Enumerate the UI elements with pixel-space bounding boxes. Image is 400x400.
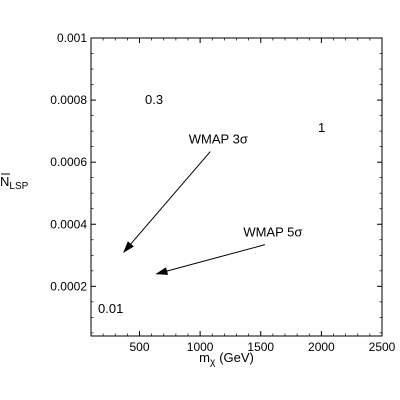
annotations: WMAP 3σ WMAP 5σ — [123, 132, 302, 275]
plot-frame — [90, 37, 383, 337]
x-tick-label: 2000 — [308, 340, 335, 354]
contour-label-0-01: 0.01 — [98, 301, 123, 316]
annotation-label-2: WMAP 5σ — [243, 225, 302, 240]
x-axis-label: mχ (GeV) — [199, 350, 254, 368]
y-tick-label: 0.0002 — [50, 279, 87, 293]
y-tick-label: 0.0004 — [50, 217, 87, 231]
plot-area — [80, 38, 382, 348]
x-tick-label: 2500 — [369, 340, 396, 354]
x-axis-label-main: m — [199, 350, 210, 365]
y-axis-label-main: N — [0, 174, 9, 189]
x-tick-label: 1000 — [187, 340, 214, 354]
contour-label-0-3: 0.3 — [145, 92, 163, 107]
x-axis-ticks: 500 1000 1500 2000 2500 — [102, 38, 396, 354]
contour-label-1: 1 — [318, 120, 325, 135]
x-axis-label-unit: (GeV) — [219, 350, 254, 365]
x-tick-label: 1500 — [247, 340, 274, 354]
y-tick-label: 0.001 — [57, 31, 87, 45]
contour-labels: 0.01 0.3 1 — [98, 92, 325, 316]
annotation-label-1: WMAP 3σ — [189, 132, 248, 147]
y-tick-label: 0.0008 — [50, 93, 87, 107]
annotation-arrow-2 — [155, 244, 266, 275]
svg-text:NLSP: NLSP — [0, 174, 29, 192]
wmap-3sigma-band — [80, 38, 382, 348]
y-axis-label-sub: LSP — [9, 181, 28, 192]
y-axis-ticks: 0.0002 0.0004 0.0006 0.0008 0.001 — [50, 31, 382, 334]
wmap-5sigma-band — [80, 38, 382, 348]
y-axis-label: NLSP — [0, 173, 29, 192]
annotation-arrow-1 — [123, 151, 211, 253]
y-tick-label: 0.0006 — [50, 155, 87, 169]
x-tick-label: 500 — [129, 340, 149, 354]
x-axis-label-sub: χ — [210, 357, 216, 368]
